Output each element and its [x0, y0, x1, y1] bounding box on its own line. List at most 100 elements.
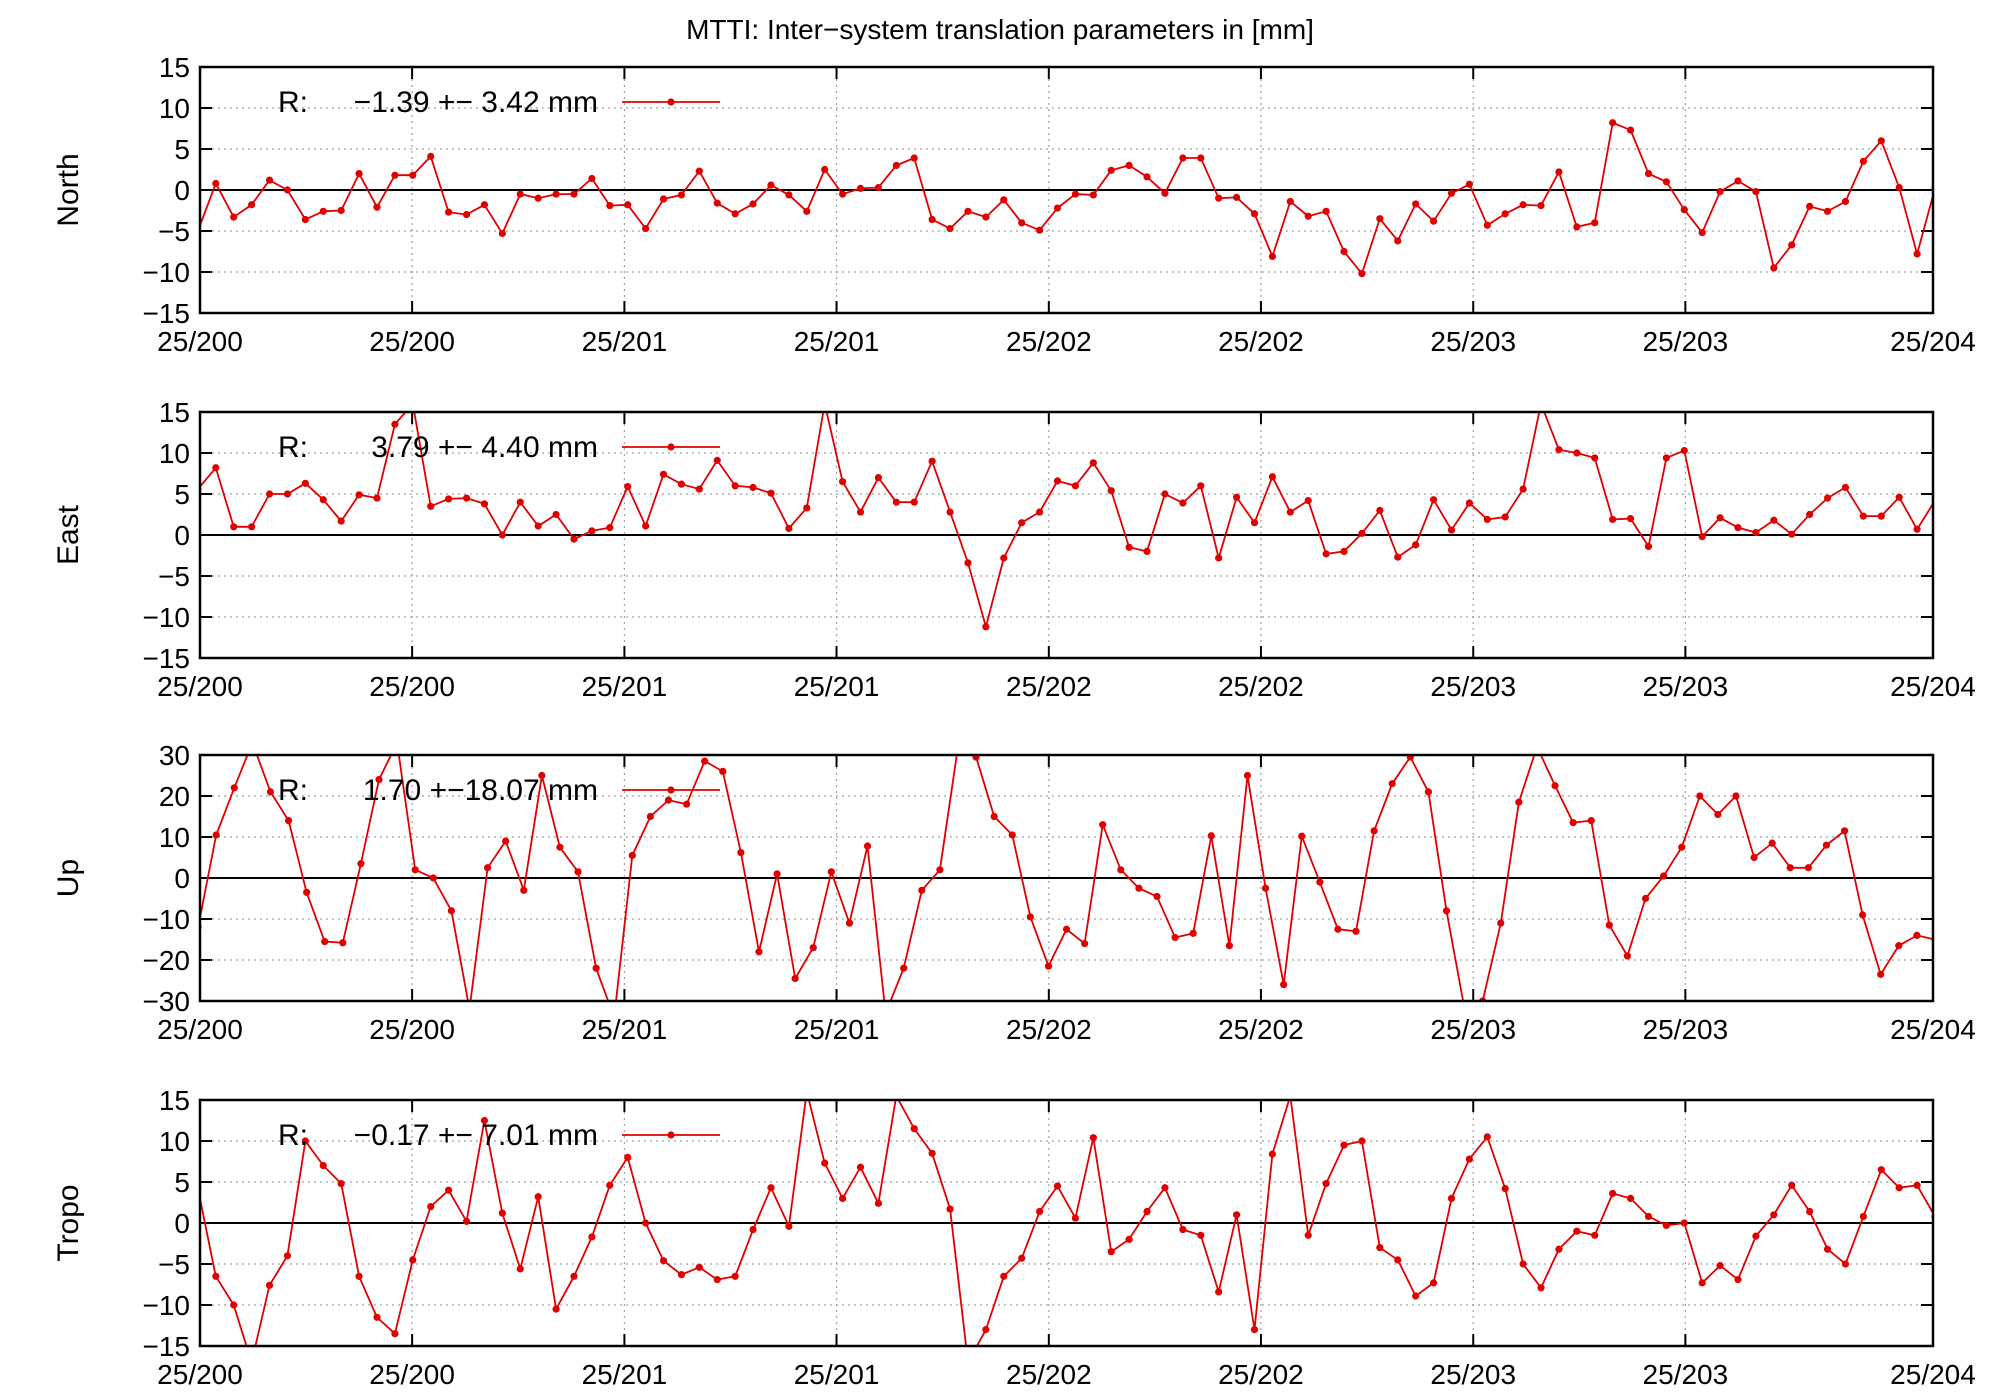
- north-panel: −15 −10 −5 0 5 10 15 25/200 25/200 25/201 25/201 25…: [52, 52, 1976, 357]
- east-data-point: [964, 559, 972, 567]
- north-data-point: [1644, 170, 1653, 178]
- east-data-point: [1268, 473, 1276, 481]
- tropo-x-tick-label: 25/201: [794, 1359, 880, 1390]
- north-data-point: [1770, 264, 1778, 272]
- north-data-point: [462, 211, 471, 219]
- east-data-point: [445, 495, 453, 503]
- north-data-point: [677, 191, 686, 199]
- tropo-data-point: [230, 1301, 238, 1309]
- tropo-data-point: [1376, 1244, 1384, 1252]
- east-panel: −15 −10 −5 0 5 10 15 25/200 25/200 25/201 25/201 25…: [52, 397, 1976, 702]
- up-data-point: [755, 948, 763, 956]
- up-data-point: [1026, 913, 1034, 921]
- up-x-tick-label: 25/201: [794, 1014, 880, 1045]
- tropo-data-point: [1877, 1166, 1885, 1174]
- tropo-data-point: [1143, 1207, 1151, 1216]
- up-y-tick-label: −30: [143, 986, 191, 1017]
- north-data-point: [731, 210, 739, 218]
- tropo-data-point: [570, 1272, 578, 1280]
- up-data-point: [845, 919, 854, 927]
- north-data-point: [1734, 177, 1742, 185]
- east-data-point: [982, 623, 990, 631]
- north-data-point: [659, 195, 668, 203]
- east-data-point: [910, 498, 918, 506]
- tropo-data-point: [767, 1184, 775, 1192]
- tropo-data-point: [1447, 1194, 1456, 1202]
- east-data-point: [695, 485, 703, 493]
- up-data-point: [1135, 884, 1143, 892]
- up-data-point: [1008, 831, 1016, 839]
- east-y-axis-label: East: [52, 504, 85, 565]
- east-data-point: [767, 489, 775, 497]
- east-data-point: [1358, 529, 1366, 537]
- up-data-point: [628, 851, 636, 860]
- east-data-point: [516, 498, 524, 506]
- up-data-point: [556, 843, 564, 851]
- north-data-point: [1626, 126, 1635, 134]
- up-data-point: [1334, 925, 1342, 933]
- up-data-point: [1750, 853, 1758, 862]
- up-data-point: [701, 757, 709, 765]
- east-data-point: [713, 456, 721, 464]
- north-data-point: [1895, 183, 1903, 192]
- north-x-tick-label: 25/202: [1218, 326, 1304, 357]
- tropo-data-point: [1859, 1212, 1867, 1221]
- tropo-data-point: [803, 1088, 810, 1095]
- east-data-point: [1626, 515, 1635, 523]
- up-data-point: [394, 739, 401, 746]
- tropo-x-tick-label: 25/203: [1643, 1359, 1729, 1390]
- north-data-point: [982, 213, 990, 221]
- tropo-data-point: [1609, 1189, 1617, 1198]
- east-data-point: [839, 478, 847, 486]
- north-data-point: [1250, 210, 1259, 218]
- tropo-data-point: [1412, 1292, 1420, 1300]
- east-data-point: [1483, 515, 1491, 524]
- north-data-point: [1465, 180, 1473, 188]
- north-data-point: [355, 170, 363, 178]
- tropo-data-point: [516, 1265, 524, 1273]
- east-data-point: [1859, 512, 1867, 520]
- up-data-point: [212, 831, 220, 839]
- east-data-point: [1035, 508, 1044, 516]
- tropo-x-tick-label: 25/202: [1218, 1359, 1304, 1390]
- north-data-point: [480, 201, 489, 209]
- east-data-point: [337, 517, 345, 525]
- north-x-tick-label: 25/204: [1890, 326, 1976, 357]
- east-data-point: [677, 480, 686, 488]
- up-data-point: [682, 800, 691, 808]
- east-x-tick-label: 25/203: [1430, 671, 1516, 702]
- north-data-point: [1322, 207, 1330, 215]
- tropo-x-tick-label: 25/200: [157, 1359, 243, 1390]
- east-data-point: [1000, 554, 1008, 562]
- up-data-point: [1316, 878, 1324, 886]
- north-data-point: [1841, 197, 1850, 206]
- east-data-point: [1018, 519, 1026, 527]
- east-y-tick-label: 5: [174, 479, 190, 510]
- east-data-point: [427, 502, 435, 510]
- east-data-point: [498, 531, 506, 539]
- tropo-data-point: [1770, 1211, 1778, 1219]
- up-data-point: [230, 784, 238, 792]
- tropo-y-axis-label: Tropo: [52, 1184, 85, 1261]
- tropo-data-point: [1591, 1231, 1599, 1239]
- up-data-point: [1605, 921, 1613, 929]
- up-data-point: [266, 788, 275, 796]
- tropo-data-point: [1197, 1231, 1205, 1239]
- east-data-point: [1071, 482, 1080, 490]
- east-x-tick-label: 25/202: [1218, 671, 1304, 702]
- tropo-data-point: [1895, 1184, 1903, 1192]
- tropo-y-tick-label: −5: [158, 1249, 190, 1280]
- north-data-point: [1197, 154, 1205, 162]
- north-data-point: [1609, 119, 1617, 127]
- up-data-point: [1099, 821, 1107, 829]
- north-data-point: [1376, 215, 1384, 223]
- north-data-point: [1125, 161, 1133, 169]
- east-data-point: [319, 496, 327, 504]
- up-data-point: [1497, 919, 1505, 927]
- tropo-data-point: [1250, 1326, 1259, 1334]
- north-data-point: [964, 207, 972, 215]
- north-y-tick-label: −15: [143, 298, 191, 329]
- tropo-data-point: [283, 1252, 292, 1260]
- tropo-data-point: [1000, 1272, 1008, 1280]
- up-data-point: [827, 868, 835, 876]
